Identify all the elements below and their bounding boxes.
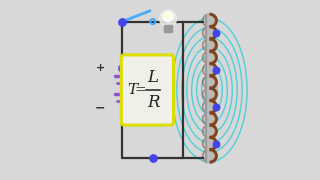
Point — [120, 20, 125, 23]
Text: =: = — [135, 83, 146, 97]
Point — [150, 157, 156, 160]
Point — [214, 31, 219, 34]
Bar — [164, 25, 172, 32]
Text: T: T — [127, 83, 138, 97]
Point — [214, 105, 219, 108]
Bar — [205, 14, 214, 162]
Circle shape — [163, 12, 173, 22]
Text: R: R — [147, 94, 159, 111]
Text: L: L — [148, 69, 159, 86]
Bar — [205, 14, 206, 162]
FancyBboxPatch shape — [121, 55, 173, 125]
Circle shape — [159, 10, 177, 27]
Point — [214, 68, 219, 71]
Point — [164, 14, 169, 17]
Point — [120, 67, 125, 70]
Text: −: − — [95, 102, 105, 114]
Text: +: + — [96, 63, 105, 73]
Point — [214, 142, 219, 145]
